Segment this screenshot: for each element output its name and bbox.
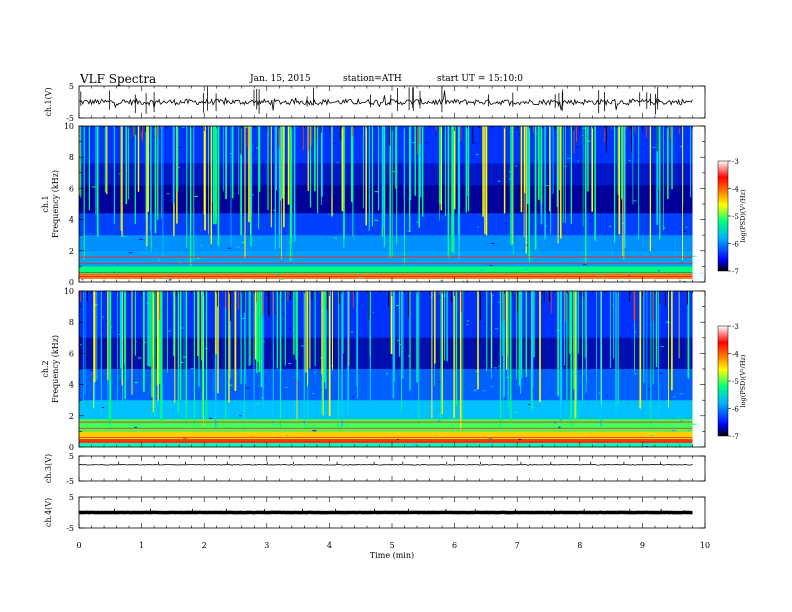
x-tick-label: 9 bbox=[640, 541, 645, 550]
colorbar-tick-label: -7 bbox=[732, 268, 739, 276]
y-tick-label: 2 bbox=[69, 247, 74, 256]
y-tick-label: -5 bbox=[66, 477, 74, 486]
x-tick-label: 1 bbox=[139, 541, 144, 550]
ch2-spectrogram-colorbar bbox=[717, 325, 729, 437]
ch3-waveform-trace bbox=[78, 463, 693, 466]
x-tick-label: 2 bbox=[202, 541, 207, 550]
ch2-spectrogram-image bbox=[79, 291, 696, 448]
y-tick-label: 0 bbox=[69, 443, 74, 452]
y-tick-label: 5 bbox=[69, 493, 74, 502]
header-start-time: start UT = 15:10:0 bbox=[437, 74, 523, 84]
y-tick-label: 5 bbox=[69, 82, 74, 91]
y-tick-label: 10 bbox=[64, 122, 74, 131]
x-tick-label: 7 bbox=[515, 541, 520, 550]
y-axis-label: Frequency (kHz) bbox=[51, 335, 60, 403]
x-tick-label: 10 bbox=[700, 541, 710, 550]
ch1-spectrogram-panel: -3 -4 -5 -6 -7 log(PSD)(V²/Hz) 0 2 4 6 8 10 ch.1 Freq… bbox=[41, 122, 747, 287]
y-tick-label: -5 bbox=[66, 114, 74, 123]
colorbar-tick-label: -6 bbox=[732, 241, 739, 249]
y-tick-label: 4 bbox=[69, 216, 74, 225]
y-axis-label: ch.1 bbox=[41, 195, 50, 212]
colorbar-tick-label: -5 bbox=[732, 378, 739, 386]
ch3-waveform-panel: 5 -5 ch.3(V) bbox=[44, 452, 706, 486]
y-axis-label: ch.4(V) bbox=[44, 498, 53, 527]
colorbar-tick-label: -3 bbox=[732, 158, 739, 166]
colorbar-tick-label: -6 bbox=[732, 406, 739, 414]
x-tick-label: 0 bbox=[76, 541, 81, 550]
y-tick-label: 4 bbox=[69, 381, 74, 390]
colorbar-tick-label: -3 bbox=[732, 323, 739, 331]
ch1-waveform-trace bbox=[78, 90, 693, 111]
colorbar-tick-label: -4 bbox=[732, 351, 739, 359]
y-tick-label: 6 bbox=[69, 184, 74, 193]
ch4-waveform-panel: 5 -5 ch.4(V) bbox=[44, 493, 706, 533]
ch2-spectrogram-panel: -3 -4 -5 -6 -7 log(PSD)(V²/Hz) 0 2 4 6 8 10 ch.2 Freq… bbox=[41, 287, 747, 452]
y-axis-label: ch.2 bbox=[41, 360, 50, 377]
x-tick-label: 6 bbox=[452, 541, 457, 550]
y-tick-label: 8 bbox=[69, 153, 74, 162]
header-date: Jan. 15, 2015 bbox=[250, 74, 311, 84]
colorbar-label: log(PSD)(V²/Hz) bbox=[739, 189, 747, 242]
ch1-waveform-panel: 5 -5 ch.1(V) bbox=[44, 82, 706, 123]
y-tick-label: 5 bbox=[69, 452, 74, 461]
ch1-spectrogram-colorbar bbox=[717, 160, 729, 272]
y-tick-label: 0 bbox=[69, 278, 74, 287]
header-station: station=ATH bbox=[343, 74, 402, 84]
y-tick-label: 10 bbox=[64, 287, 74, 296]
y-tick-label: 2 bbox=[69, 412, 74, 421]
x-tick-label: 3 bbox=[264, 541, 269, 550]
colorbar-tick-label: -7 bbox=[732, 433, 739, 441]
x-tick-label: 4 bbox=[327, 541, 332, 550]
figure-title: VLF Spectra bbox=[80, 72, 157, 86]
colorbar-tick-label: -5 bbox=[732, 213, 739, 221]
y-tick-label: -5 bbox=[66, 524, 74, 533]
colorbar-label: log(PSD)(V²/Hz) bbox=[739, 354, 747, 407]
y-tick-label: 8 bbox=[69, 318, 74, 327]
x-tick-label: 5 bbox=[389, 541, 394, 550]
y-axis-label: Frequency (kHz) bbox=[51, 170, 60, 238]
ch1-spectrogram-image bbox=[79, 126, 696, 283]
colorbar-tick-label: -4 bbox=[732, 186, 739, 194]
y-axis-label: ch.3(V) bbox=[44, 454, 53, 483]
y-tick-label: 6 bbox=[69, 349, 74, 358]
x-axis-label: Time (min) bbox=[370, 551, 414, 560]
y-axis-label: ch.1(V) bbox=[44, 87, 53, 116]
x-tick-label: 8 bbox=[577, 541, 582, 550]
